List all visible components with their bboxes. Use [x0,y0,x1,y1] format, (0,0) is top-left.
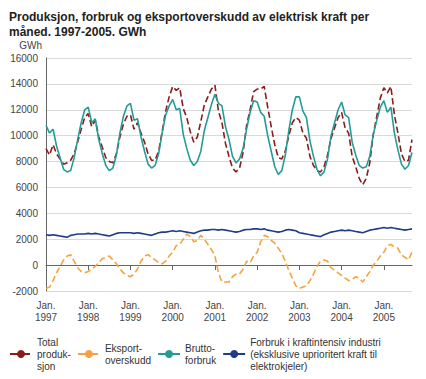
svg-text:12000: 12000 [10,104,38,115]
svg-text:2005: 2005 [373,312,396,323]
svg-text:produk-: produk- [37,349,71,360]
svg-text:Eksport-: Eksport- [105,343,142,354]
svg-text:sjon: sjon [37,361,55,372]
svg-text:2000: 2000 [16,234,39,245]
svg-text:Jan.: Jan. [290,300,309,311]
svg-text:overskudd: overskudd [105,355,151,366]
svg-text:2002: 2002 [246,312,269,323]
svg-text:-2000: -2000 [12,286,38,297]
svg-text:Jan.: Jan. [37,300,56,311]
svg-text:GWh: GWh [19,40,42,51]
svg-text:4000: 4000 [16,208,39,219]
svg-text:1997: 1997 [35,312,58,323]
svg-text:0: 0 [32,260,38,271]
svg-text:Jan.: Jan. [79,300,98,311]
svg-text:1999: 1999 [119,312,142,323]
svg-text:måned. 1997-2005. GWh: måned. 1997-2005. GWh [9,25,146,39]
svg-text:2001: 2001 [204,312,227,323]
svg-text:2000: 2000 [162,312,185,323]
svg-text:Brutto-: Brutto- [185,343,215,354]
svg-text:Jan.: Jan. [248,300,267,311]
svg-text:Produksjon, forbruk og eksport: Produksjon, forbruk og eksportoverskudd … [9,10,372,24]
svg-text:Jan.: Jan. [121,300,140,311]
svg-text:8000: 8000 [16,156,39,167]
svg-text:(eksklusive uprioritert kraft: (eksklusive uprioritert kraft til [250,349,377,360]
svg-text:2004: 2004 [330,312,353,323]
svg-text:Jan.: Jan. [374,300,393,311]
svg-text:1998: 1998 [77,312,100,323]
svg-text:2003: 2003 [288,312,311,323]
svg-text:Jan.: Jan. [332,300,351,311]
svg-text:Jan.: Jan. [163,300,182,311]
svg-text:6000: 6000 [16,182,39,193]
svg-text:Jan.: Jan. [205,300,224,311]
svg-text:16000: 16000 [10,53,38,64]
svg-text:Total: Total [37,337,58,348]
svg-text:14000: 14000 [10,78,38,89]
svg-text:Forbruk i kraftintensiv indust: Forbruk i kraftintensiv industri [250,337,381,348]
svg-text:10000: 10000 [10,130,38,141]
svg-text:elektrokjeler): elektrokjeler) [250,361,307,372]
svg-text:forbruk: forbruk [185,355,217,366]
